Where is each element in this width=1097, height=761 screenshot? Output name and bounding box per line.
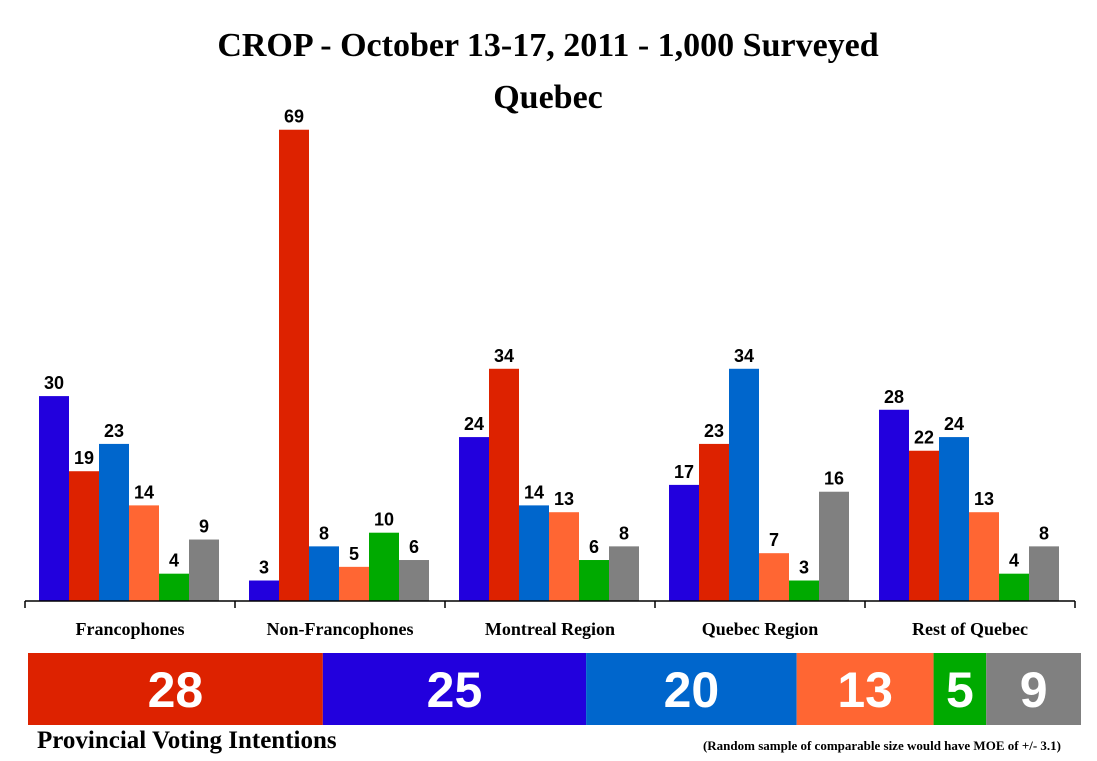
data-label: 8 — [1039, 523, 1049, 543]
data-label: 14 — [134, 482, 154, 502]
data-label: 8 — [319, 523, 329, 543]
summary-segment — [322, 653, 587, 725]
bar — [519, 505, 549, 601]
summary-segment — [28, 653, 323, 725]
category-label: Rest of Quebec — [912, 619, 1028, 639]
footer-note: (Random sample of comparable size would … — [702, 738, 1061, 753]
summary-label: 13 — [837, 662, 893, 718]
data-label: 4 — [1009, 551, 1019, 571]
bar — [669, 484, 699, 601]
summary-bar: 28 25 20 13 5 9 — [28, 653, 1081, 725]
data-label: 23 — [704, 421, 724, 441]
category-label: Quebec Region — [702, 619, 819, 639]
data-label: 5 — [349, 544, 359, 564]
summary-segment — [796, 653, 934, 725]
bar — [249, 580, 279, 601]
data-label: 22 — [914, 428, 934, 448]
bar — [369, 532, 399, 601]
data-label: 9 — [199, 517, 209, 537]
bar — [699, 443, 729, 601]
bar — [879, 409, 909, 601]
data-label: 3 — [259, 558, 269, 578]
bar — [939, 437, 969, 601]
bar — [549, 512, 579, 601]
data-label: 3 — [799, 558, 809, 578]
bar — [459, 437, 489, 601]
bar — [39, 396, 69, 601]
bar — [129, 505, 159, 601]
bar — [969, 512, 999, 601]
category-labels: Francophones Non-Francophones Montreal Reg… — [75, 619, 1028, 639]
data-label: 7 — [769, 530, 779, 550]
data-label: 4 — [169, 551, 179, 571]
bar — [309, 546, 339, 601]
bar — [729, 368, 759, 601]
data-label: 24 — [464, 414, 484, 434]
data-label: 69 — [284, 107, 304, 127]
category-label: Non-Francophones — [266, 619, 413, 639]
data-label: 34 — [494, 346, 514, 366]
data-label: 28 — [884, 387, 904, 407]
bar — [99, 443, 129, 601]
bar — [579, 560, 609, 601]
data-label: 14 — [524, 482, 544, 502]
bar — [159, 573, 189, 601]
bar — [69, 471, 99, 601]
data-label: 13 — [554, 489, 574, 509]
data-label: 19 — [74, 448, 94, 468]
bar — [789, 580, 819, 601]
bar — [819, 491, 849, 601]
summary-segment — [586, 653, 797, 725]
summary-segment — [933, 653, 987, 725]
chart-title-line1: CROP - October 13-17, 2011 - 1,000 Surve… — [217, 27, 878, 64]
data-label: 8 — [619, 523, 629, 543]
bar — [759, 553, 789, 601]
summary-label: 20 — [664, 662, 720, 718]
bar — [489, 368, 519, 601]
chart-title-line2: Quebec — [493, 79, 603, 116]
bar — [609, 546, 639, 601]
bar — [189, 539, 219, 601]
data-label: 30 — [44, 373, 64, 393]
data-label: 16 — [824, 469, 844, 489]
data-label: 6 — [409, 537, 419, 557]
bar — [1029, 546, 1059, 601]
x-axis-ticks — [24, 601, 1076, 608]
summary-label: 25 — [427, 662, 483, 718]
summary-label: 28 — [148, 662, 204, 718]
data-label: 10 — [374, 510, 394, 530]
data-label: 13 — [974, 489, 994, 509]
bar — [279, 129, 309, 602]
summary-segment — [986, 653, 1081, 725]
data-label: 17 — [674, 462, 694, 482]
data-label: 24 — [944, 414, 964, 434]
data-label: 6 — [589, 537, 599, 557]
bar — [399, 560, 429, 601]
bar — [909, 450, 939, 601]
footer-title: Provincial Voting Intentions — [37, 727, 337, 754]
data-label: 34 — [734, 346, 754, 366]
category-label: Montreal Region — [485, 619, 615, 639]
data-label: 23 — [104, 421, 124, 441]
category-label: Francophones — [75, 619, 184, 639]
summary-label: 9 — [1020, 662, 1048, 718]
summary-label: 5 — [946, 662, 974, 718]
bar — [339, 566, 369, 601]
bar — [999, 573, 1029, 601]
